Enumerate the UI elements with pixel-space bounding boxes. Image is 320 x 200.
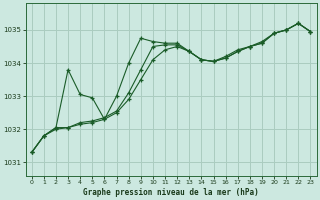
X-axis label: Graphe pression niveau de la mer (hPa): Graphe pression niveau de la mer (hPa) [83,188,259,197]
